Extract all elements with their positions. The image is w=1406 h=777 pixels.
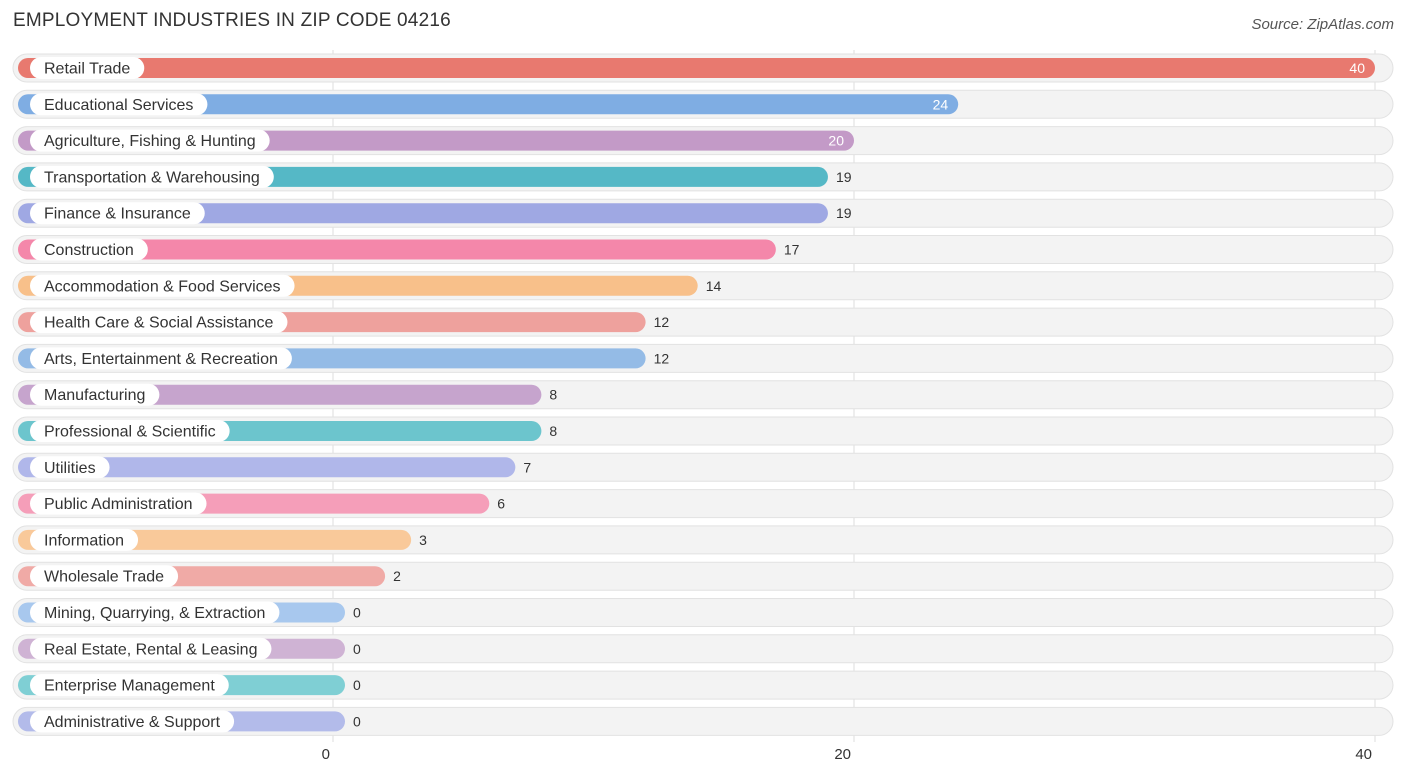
label-pill (30, 93, 208, 116)
bar[interactable] (18, 58, 1375, 78)
category-label: Health Care & Social Assistance (44, 315, 274, 332)
value-label: 40 (1349, 60, 1365, 76)
value-label: 24 (933, 96, 949, 112)
label-pill (30, 565, 179, 588)
category-label: Retail Trade (44, 61, 130, 78)
label-pill (30, 202, 205, 225)
value-label: 6 (497, 496, 505, 512)
label-pill (30, 492, 207, 515)
label-pill (30, 274, 295, 297)
category-label: Finance & Insurance (44, 206, 191, 223)
label-pill (30, 601, 280, 624)
label-pill (30, 710, 235, 733)
category-label: Transportation & Warehousing (44, 169, 260, 186)
label-pill (30, 674, 229, 697)
category-label: Public Administration (44, 496, 193, 513)
value-label: 2 (393, 568, 401, 584)
label-pill (30, 165, 274, 188)
value-label: 19 (836, 169, 852, 185)
value-label: 0 (353, 677, 361, 693)
label-pill (30, 238, 148, 261)
category-label: Administrative & Support (44, 714, 221, 731)
tick-label: 20 (834, 746, 851, 763)
label-pill (30, 637, 272, 660)
category-label: Agriculture, Fishing & Hunting (44, 133, 256, 150)
label-pill (30, 57, 145, 79)
label-pill (30, 311, 288, 334)
value-label: 8 (549, 387, 557, 403)
label-pill (30, 347, 292, 370)
category-label: Educational Services (44, 97, 193, 114)
bar-track (12, 634, 1394, 664)
category-label: Accommodation & Food Services (44, 278, 281, 295)
bar[interactable] (18, 239, 776, 260)
source-note: Source: ZipAtlas.com (1251, 16, 1394, 33)
category-label: Information (44, 532, 124, 549)
label-pill (30, 383, 160, 406)
category-label: Professional & Scientific (44, 424, 216, 441)
value-label: 12 (654, 350, 670, 366)
category-label: Manufacturing (44, 387, 145, 404)
label-pill (30, 129, 270, 152)
bar[interactable] (18, 94, 959, 115)
bar-track (12, 598, 1394, 627)
chart-title: EMPLOYMENT INDUSTRIES IN ZIP CODE 04216 (13, 10, 451, 31)
value-label: 17 (784, 242, 800, 258)
value-label: 0 (353, 641, 361, 657)
value-label: 0 (353, 605, 361, 621)
label-pill (30, 420, 230, 442)
value-label: 19 (836, 205, 852, 221)
value-label: 0 (353, 713, 361, 729)
category-label: Utilities (44, 460, 96, 477)
bar[interactable] (18, 457, 516, 478)
value-label: 7 (523, 459, 531, 475)
category-label: Mining, Quarrying, & Extraction (44, 605, 265, 622)
label-pill (30, 528, 139, 551)
category-label: Real Estate, Rental & Leasing (44, 641, 257, 658)
category-label: Enterprise Management (44, 678, 215, 695)
tick-label: 0 (322, 746, 330, 763)
category-label: Construction (44, 242, 134, 259)
category-label: Arts, Entertainment & Recreation (44, 351, 278, 368)
label-pill (30, 456, 110, 479)
value-label: 3 (419, 532, 427, 548)
bar[interactable] (18, 203, 828, 224)
value-label: 12 (654, 314, 670, 330)
bar-track (12, 670, 1394, 700)
category-label: Wholesale Trade (44, 569, 164, 586)
bar-track (12, 706, 1394, 736)
tick-label: 40 (1355, 746, 1372, 763)
value-label: 14 (706, 278, 722, 294)
value-label: 20 (828, 133, 844, 149)
value-label: 8 (549, 423, 557, 439)
